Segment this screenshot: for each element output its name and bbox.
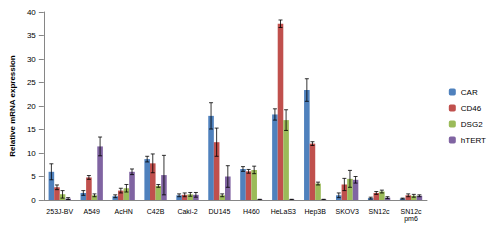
svg-text:C42B: C42B bbox=[147, 208, 165, 215]
svg-text:pm6: pm6 bbox=[404, 215, 418, 223]
svg-text:HeLaS3: HeLaS3 bbox=[271, 208, 296, 215]
svg-text:H460: H460 bbox=[243, 208, 260, 215]
svg-text:40: 40 bbox=[27, 8, 36, 17]
svg-text:15: 15 bbox=[27, 125, 36, 134]
svg-text:hTERT: hTERT bbox=[461, 136, 486, 145]
svg-text:10: 10 bbox=[27, 149, 36, 158]
svg-text:CD46: CD46 bbox=[461, 104, 482, 113]
svg-text:DU145: DU145 bbox=[209, 208, 231, 215]
svg-text:AcHN: AcHN bbox=[114, 208, 132, 215]
svg-text:DSG2: DSG2 bbox=[461, 120, 483, 129]
svg-text:A549: A549 bbox=[84, 208, 100, 215]
svg-text:SN12c: SN12c bbox=[401, 208, 423, 215]
svg-text:30: 30 bbox=[27, 55, 36, 64]
svg-text:5: 5 bbox=[31, 172, 36, 181]
svg-text:35: 35 bbox=[27, 31, 36, 40]
svg-text:Caki-2: Caki-2 bbox=[177, 208, 197, 215]
svg-text:20: 20 bbox=[27, 102, 36, 111]
svg-text:Relative mRNA expression: Relative mRNA expression bbox=[8, 55, 17, 157]
svg-text:253J-BV: 253J-BV bbox=[46, 208, 73, 215]
svg-text:Hep3B: Hep3B bbox=[305, 208, 327, 216]
svg-text:0: 0 bbox=[31, 196, 36, 205]
svg-text:SN12c: SN12c bbox=[369, 208, 391, 215]
svg-text:SKOV3: SKOV3 bbox=[335, 208, 358, 215]
svg-text:25: 25 bbox=[27, 78, 36, 87]
svg-text:CAR: CAR bbox=[461, 88, 478, 97]
